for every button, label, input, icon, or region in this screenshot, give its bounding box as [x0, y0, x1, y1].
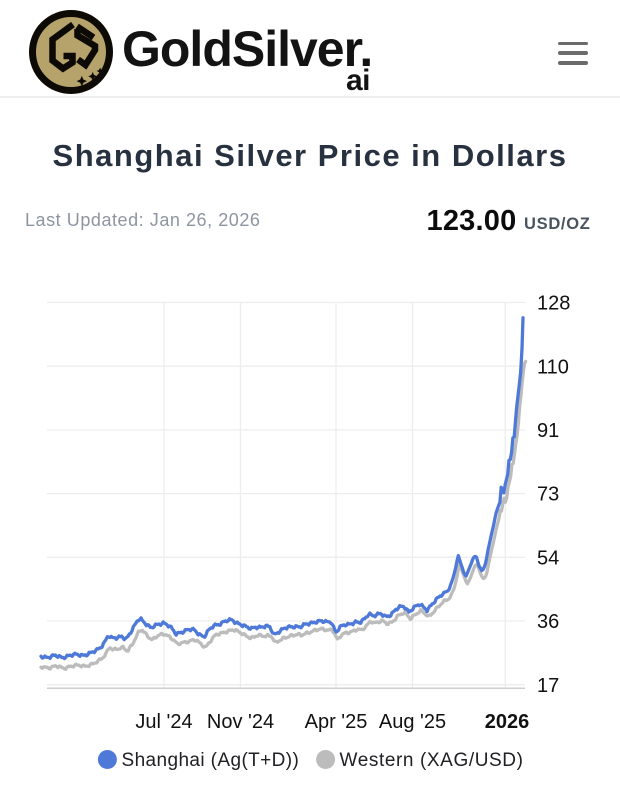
svg-text:110: 110: [537, 356, 569, 378]
svg-text:54: 54: [537, 547, 559, 569]
svg-text:Western (XAG/USD): Western (XAG/USD): [340, 750, 524, 771]
svg-text:128: 128: [537, 293, 570, 315]
svg-text:91: 91: [537, 420, 559, 442]
svg-text:Apr '25: Apr '25: [305, 711, 368, 733]
svg-text:2026: 2026: [485, 711, 530, 733]
svg-text:Shanghai (Ag(T+D)): Shanghai (Ag(T+D)): [122, 750, 300, 771]
svg-text:73: 73: [537, 484, 559, 506]
svg-text:36: 36: [537, 611, 559, 633]
svg-text:Aug '25: Aug '25: [379, 711, 446, 733]
svg-text:Nov '24: Nov '24: [207, 711, 274, 733]
svg-text:17: 17: [537, 675, 559, 697]
svg-text:Jul '24: Jul '24: [135, 711, 192, 733]
